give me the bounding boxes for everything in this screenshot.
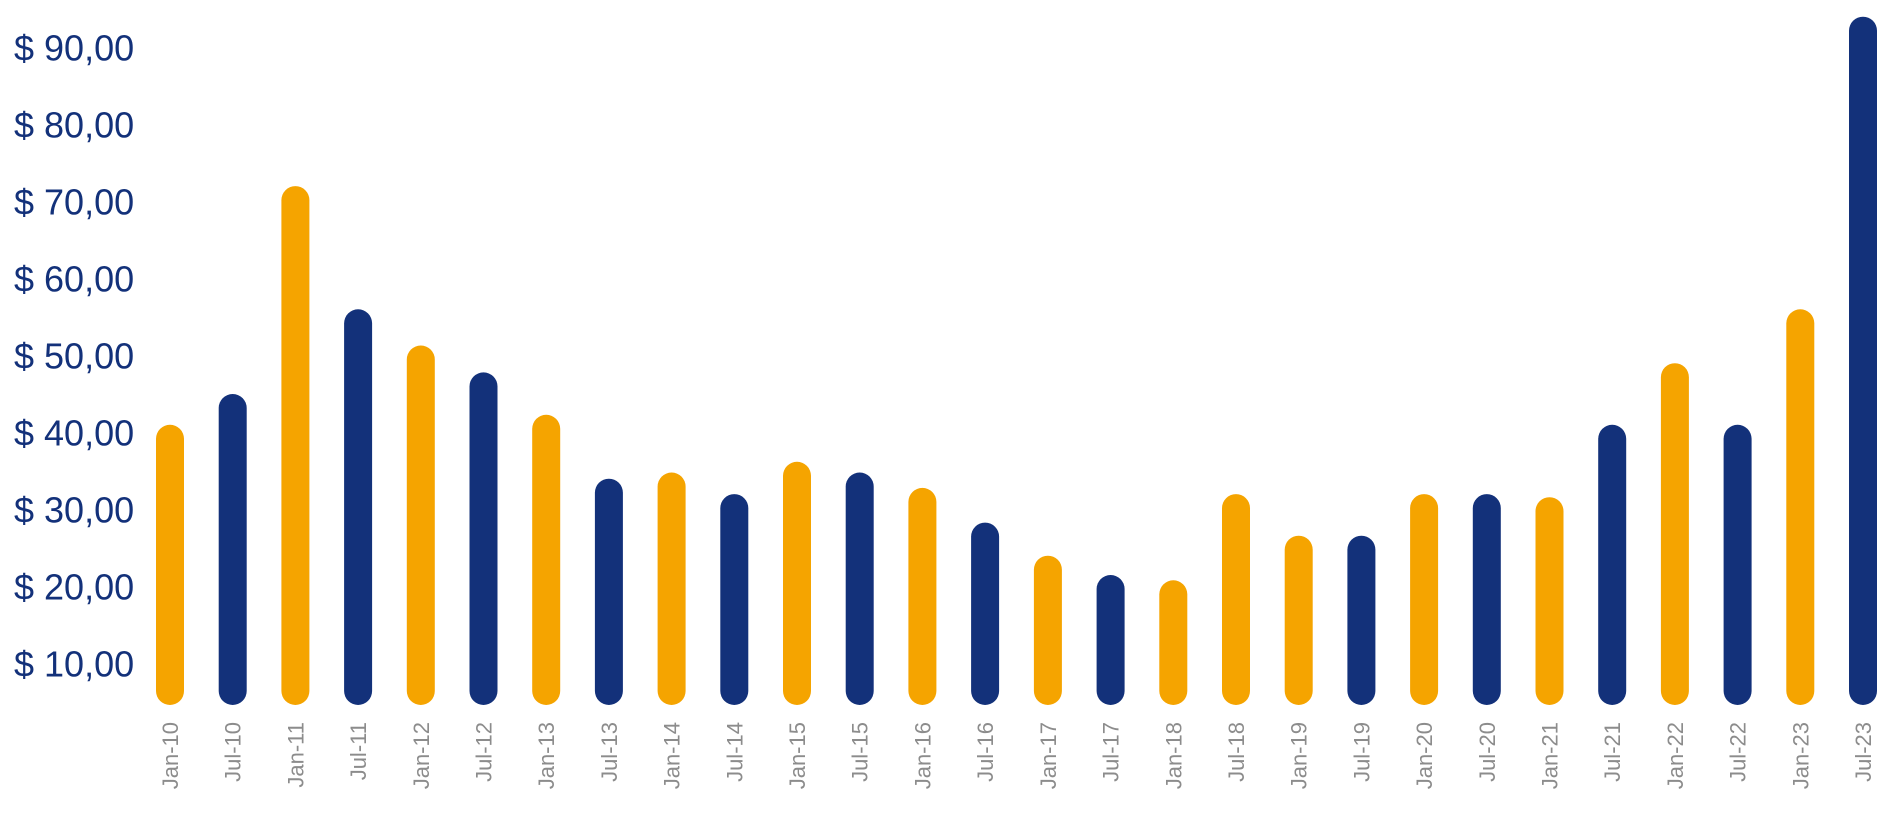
x-tick-label: Jul-15 (848, 722, 873, 782)
y-tick-label: $ 80,00 (14, 105, 134, 146)
x-tick-label: Jul-23 (1851, 722, 1876, 782)
x-tick-label: Jan-10 (158, 722, 183, 789)
bar-jan-15 (783, 461, 811, 705)
x-tick-label: Jan-21 (1537, 722, 1562, 789)
bar-jul-23 (1849, 16, 1877, 705)
bar-jul-17 (1096, 575, 1125, 705)
x-tick-label: Jan-20 (1412, 722, 1437, 789)
bar-jul-18 (1222, 494, 1250, 705)
x-tick-label: Jul-21 (1600, 722, 1625, 782)
y-tick-label: $ 10,00 (14, 644, 134, 685)
x-tick-label: Jan-18 (1161, 722, 1186, 789)
bar-jul-20 (1472, 494, 1501, 705)
y-tick-label: $ 60,00 (14, 259, 134, 300)
x-tick-label: Jul-13 (597, 722, 622, 782)
bar-jan-10 (156, 424, 184, 705)
x-tick-label: Jan-23 (1788, 722, 1813, 789)
bar-jul-16 (971, 522, 1000, 705)
bar-jul-10 (218, 394, 247, 705)
bar-jan-21 (1535, 497, 1564, 705)
x-tick-label: Jan-12 (409, 722, 434, 789)
x-tick-label: Jul-14 (722, 722, 747, 782)
bar-jan-13 (532, 414, 561, 705)
bar-jan-12 (406, 345, 435, 705)
x-tick-label: Jul-19 (1349, 722, 1374, 782)
x-tick-label: Jan-16 (910, 722, 935, 789)
x-tick-label: Jul-11 (346, 722, 371, 780)
bar-jul-14 (720, 494, 749, 705)
bar-jul-22 (1723, 424, 1752, 705)
y-tick-label: $ 90,00 (14, 28, 134, 69)
bars (156, 16, 1877, 706)
bar-jul-11 (344, 309, 373, 705)
y-tick-label: $ 50,00 (14, 336, 134, 377)
bar-jan-22 (1660, 363, 1689, 705)
bar-jan-18 (1159, 580, 1188, 705)
x-axis: Jan-10 Jul-10 Jan-11 Jul-11 Jan-12 Jul-12 Jan-… (158, 722, 1876, 789)
bar-jan-17 (1033, 555, 1062, 705)
bar-jul-13 (594, 478, 623, 705)
x-tick-label: Jul-18 (1224, 722, 1249, 782)
x-tick-label: Jan-11 (283, 722, 308, 788)
y-axis: $ 10,00 $ 20,00 $ 30,00 $ 40,00 $ 50,00 $ 60,… (14, 28, 134, 685)
x-tick-label: Jan-13 (534, 722, 559, 789)
x-tick-label: Jul-16 (973, 722, 998, 782)
x-tick-label: Jan-15 (785, 722, 810, 789)
y-tick-label: $ 40,00 (14, 413, 134, 454)
x-tick-label: Jan-14 (660, 722, 685, 789)
bar-jan-19 (1284, 535, 1313, 705)
y-tick-label: $ 30,00 (14, 490, 134, 531)
bar-jan-20 (1410, 494, 1439, 705)
bar-jul-12 (469, 372, 498, 705)
bar-jan-14 (657, 472, 686, 705)
bar-jan-16 (908, 487, 937, 705)
x-tick-label: Jul-22 (1726, 722, 1751, 782)
x-tick-label: Jul-20 (1475, 722, 1500, 782)
x-tick-label: Jul-12 (472, 722, 497, 782)
y-tick-label: $ 70,00 (14, 182, 134, 223)
x-tick-label: Jan-22 (1663, 722, 1688, 789)
bar-jan-11 (281, 186, 310, 706)
y-tick-label: $ 20,00 (14, 567, 134, 608)
x-tick-label: Jul-17 (1099, 722, 1124, 782)
bar-jul-21 (1598, 424, 1627, 705)
bar-jan-23 (1786, 309, 1815, 705)
bar-jul-19 (1347, 535, 1376, 705)
x-tick-label: Jan-19 (1287, 722, 1312, 789)
bar-jul-15 (845, 472, 874, 705)
x-tick-label: Jan-17 (1036, 722, 1061, 789)
x-tick-label: Jul-10 (221, 722, 246, 782)
